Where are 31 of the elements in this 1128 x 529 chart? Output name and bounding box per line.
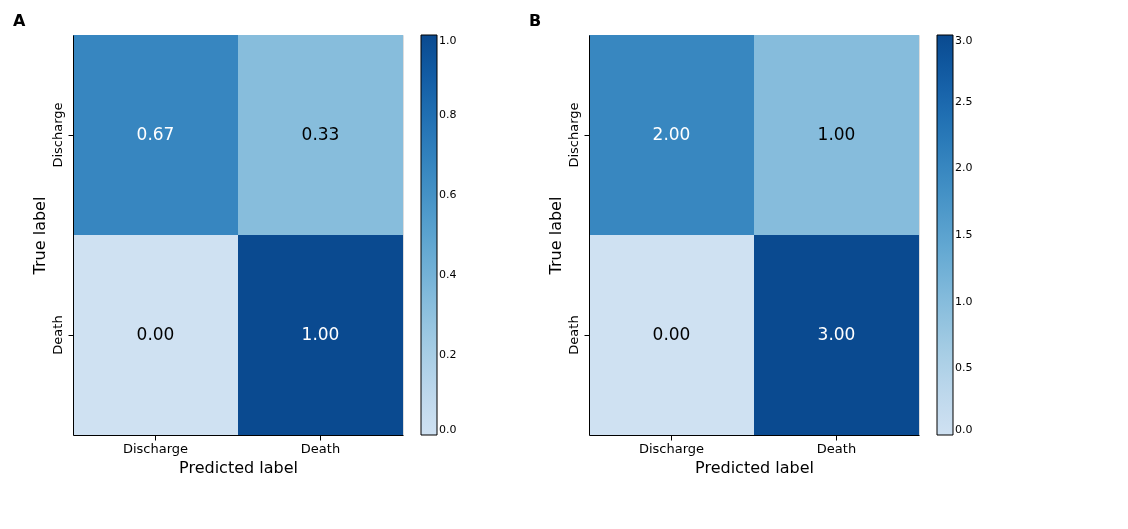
color-bar-label: 2.0: [955, 161, 973, 175]
data-label: 0.00: [652, 324, 691, 344]
data-label: 2.00: [652, 124, 691, 144]
data-label: 1.00: [301, 324, 340, 344]
x-tick-label: Death: [300, 440, 341, 456]
color-bar-label: 1.0: [955, 294, 973, 308]
data-label: 0.67: [136, 124, 175, 144]
chart-title: A: [13, 11, 26, 30]
color-bar-label: 0.0: [439, 423, 457, 436]
color-bar-label: 0.8: [439, 108, 457, 121]
data-label: 3.00: [817, 324, 856, 344]
color-bar-label: 0.6: [439, 188, 457, 201]
y-axis-title: True label: [545, 196, 565, 276]
data-label: 1.00: [817, 124, 856, 144]
color-bar-label: 0.4: [439, 268, 457, 281]
color-bar-label: 3.0: [955, 34, 973, 47]
chart-title: B: [529, 11, 542, 30]
color-bar-label: 0.2: [439, 348, 457, 361]
x-axis-title: Predicted label: [179, 457, 298, 477]
x-axis-title: Predicted label: [695, 457, 814, 477]
data-label: 0.00: [136, 324, 175, 344]
color-bar-label: 0.5: [955, 361, 973, 375]
x-tick-label: Discharge: [638, 440, 705, 456]
y-axis-title: True label: [29, 196, 49, 276]
color-bar-label: 1.5: [955, 228, 973, 241]
color-bar-label: 0.0: [955, 423, 973, 436]
x-tick-label: Death: [816, 440, 857, 456]
color-bar-label: 1.0: [439, 34, 457, 47]
x-tick-label: Discharge: [122, 440, 189, 456]
color-bar-label: 2.5: [955, 94, 973, 108]
data-label: 0.33: [301, 124, 340, 144]
